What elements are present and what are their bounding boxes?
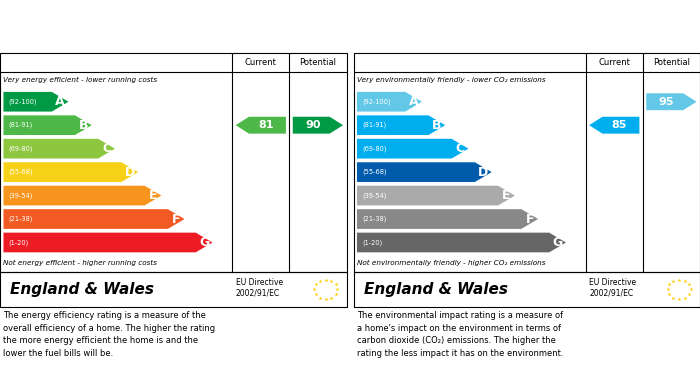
Text: (39-54): (39-54) [8, 192, 33, 199]
Polygon shape [589, 117, 639, 134]
Polygon shape [357, 186, 514, 205]
Text: Very environmentally friendly - lower CO₂ emissions: Very environmentally friendly - lower CO… [357, 77, 545, 83]
Text: A: A [409, 95, 419, 108]
Text: 90: 90 [305, 120, 321, 130]
Text: (92-100): (92-100) [8, 99, 37, 105]
Text: D: D [478, 166, 489, 179]
Text: (55-68): (55-68) [8, 169, 34, 176]
Text: E: E [148, 189, 158, 202]
Text: (1-20): (1-20) [8, 239, 29, 246]
Polygon shape [357, 139, 468, 158]
Text: (69-80): (69-80) [8, 145, 33, 152]
Text: The environmental impact rating is a measure of
a home's impact on the environme: The environmental impact rating is a mea… [357, 311, 564, 358]
Text: (81-91): (81-91) [8, 122, 33, 129]
Text: 81: 81 [258, 120, 274, 130]
Text: (21-38): (21-38) [362, 216, 386, 222]
Polygon shape [357, 162, 491, 182]
Text: G: G [199, 236, 209, 249]
Text: Potential: Potential [653, 58, 690, 67]
Text: D: D [125, 166, 135, 179]
Polygon shape [293, 117, 343, 134]
Polygon shape [4, 162, 138, 182]
Text: EU Directive
2002/91/EC: EU Directive 2002/91/EC [589, 278, 636, 297]
Text: C: C [102, 142, 111, 155]
Text: Current: Current [245, 58, 276, 67]
Text: EU Directive
2002/91/EC: EU Directive 2002/91/EC [236, 278, 283, 297]
Text: England & Wales: England & Wales [364, 282, 508, 297]
Polygon shape [4, 186, 161, 205]
Text: 85: 85 [612, 120, 627, 130]
Text: Not energy efficient - higher running costs: Not energy efficient - higher running co… [4, 260, 158, 266]
Text: England & Wales: England & Wales [10, 282, 155, 297]
Text: A: A [55, 95, 65, 108]
Text: F: F [172, 213, 181, 226]
Text: C: C [456, 142, 465, 155]
Text: G: G [552, 236, 563, 249]
Polygon shape [646, 93, 696, 110]
Polygon shape [357, 209, 538, 229]
Polygon shape [357, 92, 422, 111]
Text: (1-20): (1-20) [362, 239, 382, 246]
Text: Current: Current [598, 58, 630, 67]
Text: (92-100): (92-100) [362, 99, 391, 105]
Text: B: B [432, 119, 442, 132]
Text: Not environmentally friendly - higher CO₂ emissions: Not environmentally friendly - higher CO… [357, 260, 545, 266]
Polygon shape [4, 115, 92, 135]
Text: Very energy efficient - lower running costs: Very energy efficient - lower running co… [4, 77, 158, 83]
Text: (81-91): (81-91) [362, 122, 386, 129]
Text: Environmental Impact (CO₂) Rating: Environmental Impact (CO₂) Rating [360, 20, 606, 33]
Text: Energy Efficiency Rating: Energy Efficiency Rating [7, 20, 178, 33]
Text: (69-80): (69-80) [362, 145, 386, 152]
Text: The energy efficiency rating is a measure of the
overall efficiency of a home. T: The energy efficiency rating is a measur… [4, 311, 216, 358]
Text: (55-68): (55-68) [362, 169, 387, 176]
Polygon shape [4, 92, 69, 111]
Text: (21-38): (21-38) [8, 216, 33, 222]
Polygon shape [357, 115, 445, 135]
Polygon shape [4, 209, 185, 229]
Polygon shape [236, 117, 286, 134]
Polygon shape [357, 233, 566, 252]
Text: B: B [78, 119, 88, 132]
Polygon shape [4, 233, 212, 252]
Text: F: F [526, 213, 534, 226]
Text: (39-54): (39-54) [362, 192, 386, 199]
Text: E: E [502, 189, 511, 202]
Polygon shape [4, 139, 115, 158]
Text: 95: 95 [659, 97, 674, 107]
Text: Potential: Potential [300, 58, 337, 67]
